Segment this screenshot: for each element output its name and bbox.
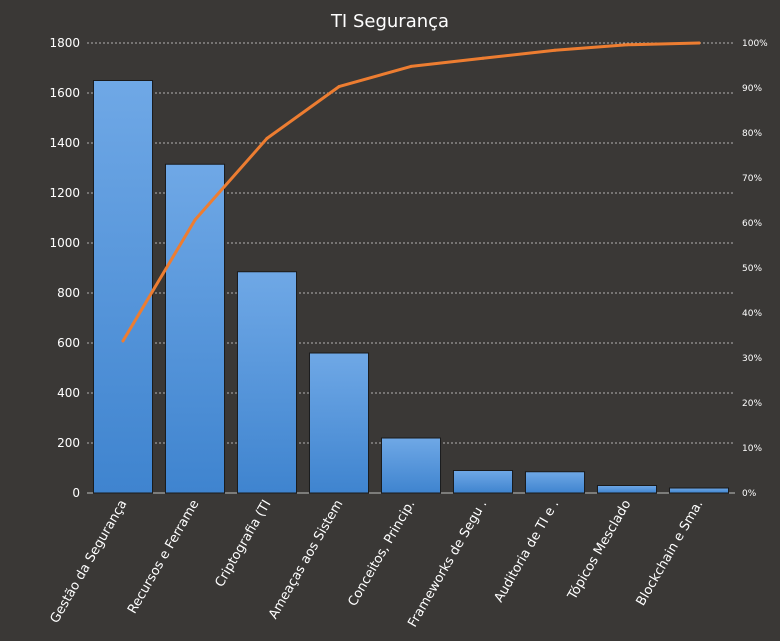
line-point [193,218,197,222]
category-label: Tópicos Mesclado [565,497,635,603]
line-point [697,41,701,45]
category-label: Ameaças aos Sistem [266,498,346,622]
line-point [481,56,485,60]
right-tick-label: 10% [742,444,762,454]
right-tick-label: 70% [742,174,762,184]
line-point [553,48,557,52]
category-label: Recursos e Ferrame [125,498,202,617]
right-tick-label: 60% [742,219,762,229]
left-tick-label: 1400 [49,136,80,150]
left-tick-label: 0 [72,486,80,500]
right-tick-label: 90% [742,84,762,94]
left-tick-label: 1000 [49,236,80,250]
right-tick-label: 0% [742,489,757,499]
bar-series [92,80,730,494]
line-point [265,136,269,140]
category-label: Conceitos, Princip. [345,498,418,609]
bar [236,271,298,494]
left-tick-label: 200 [57,436,80,450]
left-tick-label: 400 [57,386,80,400]
line-point [409,64,413,68]
bar [92,80,154,494]
bar [380,437,442,494]
bar [164,163,226,494]
category-label: Auditoria de TI e . [492,498,563,606]
left-tick-label: 800 [57,286,80,300]
chart-title: TI Segurança [330,11,449,32]
bar [668,487,730,494]
left-axis-ticks: 0 200 400 600 800 1000 1200 1400 1600 1800 [49,36,80,500]
right-tick-label: 80% [742,129,762,139]
line-point [121,339,125,343]
bar [452,470,514,494]
right-tick-label: 40% [742,309,762,319]
right-tick-label: 100% [742,39,768,49]
category-label: Criptografia (TI [212,498,274,590]
category-label: Frameworks de Segu . [405,498,490,630]
left-tick-label: 1800 [49,36,80,50]
right-tick-label: 30% [742,354,762,364]
left-tick-label: 600 [57,336,80,350]
bar [524,471,586,494]
left-tick-label: 1200 [49,186,80,200]
category-label: Blockchain e Sma. [634,498,707,609]
line-point [337,85,341,89]
line-point [625,43,629,47]
left-tick-label: 1600 [49,86,80,100]
right-axis-ticks: 0% 10% 20% 30% 40% 50% 60% 70% 80% 90% 100% [742,39,768,499]
bar [596,485,658,494]
bar [308,352,370,494]
right-tick-label: 50% [742,264,762,274]
category-label: Gestão da Segurança [48,498,131,627]
cumulative-line-series [121,41,701,343]
right-tick-label: 20% [742,399,762,409]
